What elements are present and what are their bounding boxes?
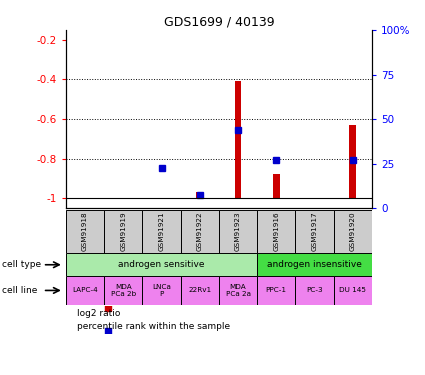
Bar	[181, 276, 219, 304]
Title: GDS1699 / 40139: GDS1699 / 40139	[164, 16, 274, 29]
Bar	[66, 253, 257, 276]
Text: GSM91918: GSM91918	[82, 212, 88, 251]
Bar	[235, 81, 241, 198]
Bar	[142, 210, 181, 253]
Text: cell type: cell type	[2, 260, 41, 269]
Text: androgen insensitive: androgen insensitive	[267, 260, 362, 269]
Bar	[66, 210, 104, 253]
Bar	[273, 174, 280, 198]
Text: LAPC-4: LAPC-4	[72, 287, 98, 293]
Text: GSM91920: GSM91920	[350, 212, 356, 251]
Bar	[295, 210, 334, 253]
Text: MDA
PCa 2b: MDA PCa 2b	[110, 284, 136, 297]
Text: GSM91921: GSM91921	[159, 212, 164, 251]
Bar	[219, 210, 257, 253]
Bar	[219, 276, 257, 304]
Text: GSM91916: GSM91916	[273, 212, 279, 251]
Bar	[181, 210, 219, 253]
Text: GSM91917: GSM91917	[312, 212, 317, 251]
Text: PPC-1: PPC-1	[266, 287, 287, 293]
Text: percentile rank within the sample: percentile rank within the sample	[77, 322, 230, 331]
Bar	[334, 210, 372, 253]
Text: GSM91922: GSM91922	[197, 212, 203, 251]
Bar	[142, 276, 181, 304]
Text: DU 145: DU 145	[339, 287, 366, 293]
Text: MDA
PCa 2a: MDA PCa 2a	[226, 284, 250, 297]
Text: GSM91923: GSM91923	[235, 212, 241, 251]
Bar	[196, 192, 203, 198]
Bar	[295, 276, 334, 304]
Text: GSM91919: GSM91919	[120, 212, 126, 251]
Bar	[104, 276, 142, 304]
Text: 22Rv1: 22Rv1	[188, 287, 211, 293]
Bar	[257, 276, 295, 304]
Bar	[257, 253, 372, 276]
Bar	[66, 276, 104, 304]
Text: cell line: cell line	[2, 286, 37, 295]
Text: PC-3: PC-3	[306, 287, 323, 293]
Bar	[257, 210, 295, 253]
Text: log2 ratio: log2 ratio	[77, 309, 120, 318]
Bar	[334, 276, 372, 304]
Bar	[349, 125, 356, 198]
Text: LNCa
P: LNCa P	[152, 284, 171, 297]
Text: androgen sensitive: androgen sensitive	[118, 260, 205, 269]
Bar	[104, 210, 142, 253]
